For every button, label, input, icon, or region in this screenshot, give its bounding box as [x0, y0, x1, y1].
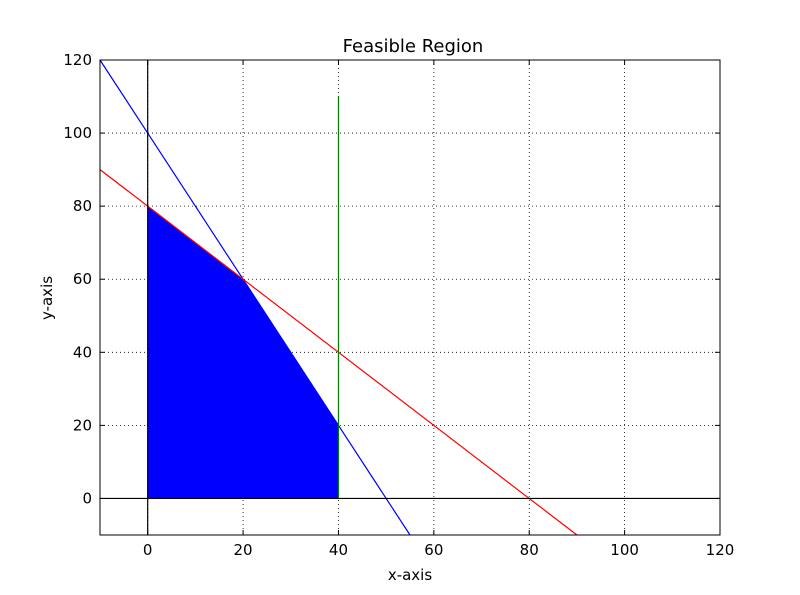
y-ticks: 0 20 40 60 80 100 120	[63, 51, 720, 507]
y-tick-label: 20	[73, 416, 92, 434]
x-tick-label: 80	[520, 541, 539, 559]
x-tick-label: 100	[610, 541, 639, 559]
x-tick-label: 20	[234, 541, 253, 559]
x-tick-label: 120	[706, 541, 735, 559]
feasible-region-polygon	[147, 206, 339, 499]
x-tick-label: 0	[143, 541, 153, 559]
feasible-fill-layer	[147, 206, 339, 499]
y-tick-label: 120	[63, 51, 92, 69]
x-axis-label: x-axis	[388, 566, 433, 584]
chart-title: Feasible Region	[343, 36, 484, 57]
y-tick-label: 60	[73, 270, 92, 288]
y-tick-label: 80	[73, 197, 92, 215]
y-tick-label: 40	[73, 343, 92, 361]
series-line-0	[99, 59, 411, 536]
y-tick-label: 100	[63, 124, 92, 142]
y-tick-label: 0	[82, 489, 92, 507]
y-axis-label: y-axis	[38, 276, 56, 320]
x-tick-label: 60	[424, 541, 443, 559]
plot-frame	[99, 59, 721, 536]
x-ticks: 0 20 40 60 80 100 120	[143, 60, 734, 559]
x-tick-label: 40	[329, 541, 348, 559]
series-layer	[99, 59, 720, 536]
